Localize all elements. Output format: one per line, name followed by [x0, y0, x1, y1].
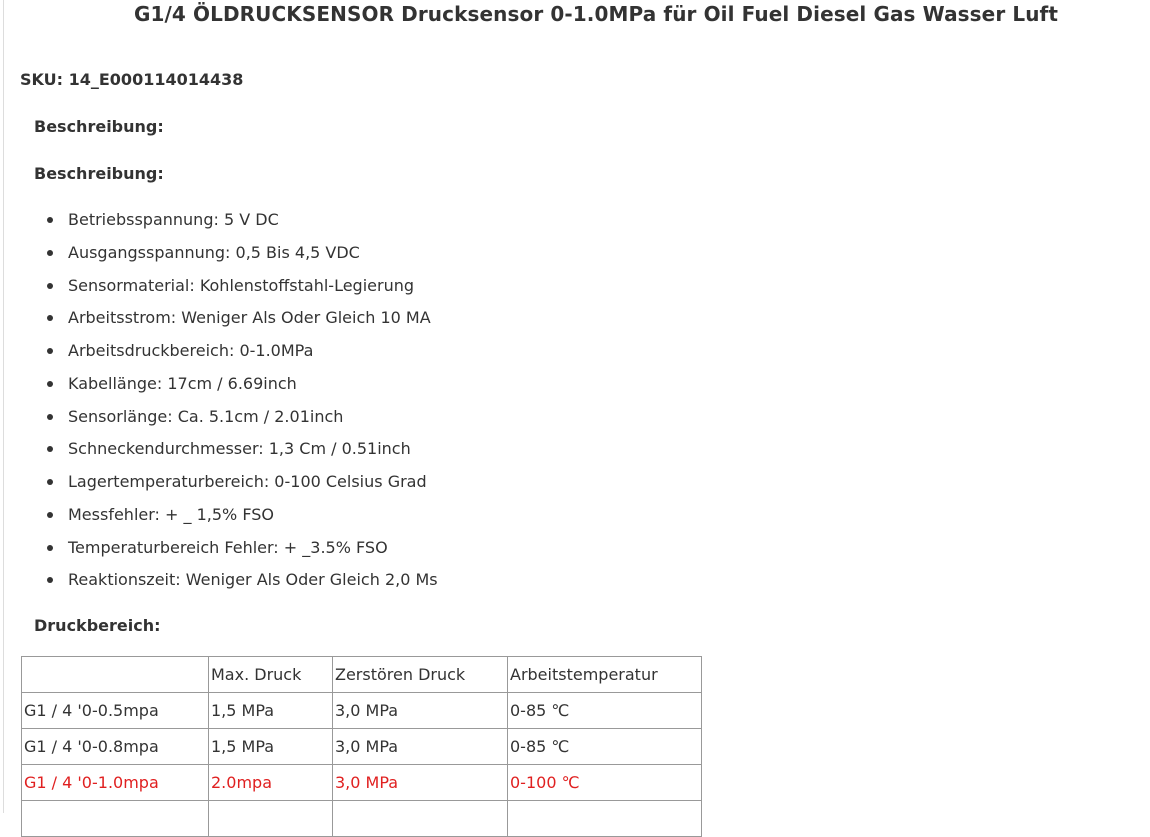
bullet-icon	[47, 446, 53, 453]
bullet-icon	[47, 282, 53, 289]
spec-text: Sensorlänge: Ca. 5.1cm / 2.01inch	[68, 406, 344, 426]
bullet-icon	[47, 479, 53, 485]
spec-text: Kabellänge: 17cm / 6.69inch	[68, 373, 297, 393]
spec-item: Sensorlänge: Ca. 5.1cm / 2.01inch	[0, 402, 438, 435]
spec-item: Ausgangsspannung: 0,5 Bis 4,5 VDC	[0, 238, 438, 271]
description-heading: Beschreibung:	[34, 164, 164, 183]
table-cell: 2.0mpa	[208, 764, 333, 801]
table-cell: G1 / 4 '0-1.0mpa	[21, 764, 209, 801]
bullet-icon	[47, 544, 53, 551]
table-row: G1 / 4 '0-0.8mpa 1,5 MPa 3,0 MPa 0-85 ℃	[21, 728, 702, 765]
table-cell	[21, 800, 209, 837]
table-header-cell: Max. Druck	[208, 656, 333, 693]
spec-text: Ausgangsspannung: 0,5 Bis 4,5 VDC	[68, 242, 360, 262]
bullet-icon	[47, 577, 53, 584]
spec-text: Schneckendurchmesser: 1,3 Cm / 0.51inch	[68, 439, 411, 459]
spec-text: Betriebsspannung: 5 V DC	[68, 210, 279, 229]
table-row-highlighted: G1 / 4 '0-1.0mpa 2.0mpa 3,0 MPa 0-100 ℃	[21, 764, 702, 801]
pressure-range-heading: Druckbereich:	[34, 616, 161, 635]
table-cell: 1,5 MPa	[208, 728, 333, 765]
table-cell	[332, 800, 508, 837]
table-cell: G1 / 4 '0-0.8mpa	[21, 728, 209, 765]
table-cell: 0-100 ℃	[507, 764, 702, 801]
table-cell: G1 / 4 '0-0.5mpa	[21, 692, 209, 729]
product-title: G1/4 ÖLDRUCKSENSOR Drucksensor 0-1.0MPa …	[133, 2, 1059, 26]
bullet-icon	[47, 380, 53, 387]
table-cell: 0-85 ℃	[507, 728, 702, 765]
spec-text: Arbeitsstrom: Weniger Als Oder Gleich 10…	[68, 308, 431, 328]
table-row: G1 / 4 '0-0.5mpa 1,5 MPa 3,0 MPa 0-85 ℃	[21, 692, 702, 729]
spec-item: Messfehler: + _ 1,5% FSO	[0, 500, 438, 533]
bullet-icon	[47, 217, 53, 223]
spec-text: Lagertemperaturbereich: 0-100 Celsius Gr…	[68, 472, 427, 491]
table-cell: 3,0 MPa	[332, 728, 508, 765]
table-cell: 3,0 MPa	[332, 692, 508, 729]
table-cell	[507, 800, 702, 837]
spec-item: Arbeitsstrom: Weniger Als Oder Gleich 10…	[0, 303, 438, 336]
spec-text: Arbeitsdruckbereich: 0-1.0MPa	[68, 341, 314, 360]
spec-item: Sensormaterial: Kohlenstoffstahl-Legieru…	[0, 271, 438, 304]
pressure-range-table: Max. Druck Zerstören Druck Arbeitstemper…	[21, 656, 702, 837]
table-header-cell: Arbeitstemperatur	[507, 656, 702, 693]
table-cell: 0-85 ℃	[507, 692, 702, 729]
bullet-icon	[47, 348, 53, 354]
table-row	[21, 800, 702, 837]
table-header-row: Max. Druck Zerstören Druck Arbeitstemper…	[21, 656, 702, 693]
page-left-border	[3, 0, 4, 813]
bullet-icon	[47, 315, 53, 322]
table-cell: 3,0 MPa	[332, 764, 508, 801]
spec-item: Temperaturbereich Fehler: + _3.5% FSO	[0, 533, 438, 566]
product-sku: SKU: 14_E000114014438	[20, 70, 244, 89]
spec-text: Reaktionszeit: Weniger Als Oder Gleich 2…	[68, 570, 438, 590]
spec-text: Messfehler: + _ 1,5% FSO	[68, 504, 274, 524]
spec-text: Sensormaterial: Kohlenstoffstahl-Legieru…	[68, 275, 415, 295]
spec-item: Betriebsspannung: 5 V DC	[0, 205, 438, 238]
description-heading: Beschreibung:	[34, 117, 164, 136]
bullet-icon	[47, 413, 53, 420]
table-cell: 1,5 MPa	[208, 692, 333, 729]
spec-text: Temperaturbereich Fehler: + _3.5% FSO	[68, 537, 388, 557]
bullet-icon	[47, 249, 53, 256]
spec-item: Schneckendurchmesser: 1,3 Cm / 0.51inch	[0, 434, 438, 467]
table-header-cell: Zerstören Druck	[332, 656, 508, 693]
bullet-icon	[47, 511, 53, 518]
table-cell	[208, 800, 333, 837]
spec-item: Lagertemperaturbereich: 0-100 Celsius Gr…	[0, 467, 438, 500]
spec-list: Betriebsspannung: 5 V DC Ausgangsspannun…	[0, 205, 438, 598]
spec-item: Reaktionszeit: Weniger Als Oder Gleich 2…	[0, 565, 438, 598]
spec-item: Arbeitsdruckbereich: 0-1.0MPa	[0, 336, 438, 369]
spec-item: Kabellänge: 17cm / 6.69inch	[0, 369, 438, 402]
table-header-cell	[21, 656, 209, 693]
